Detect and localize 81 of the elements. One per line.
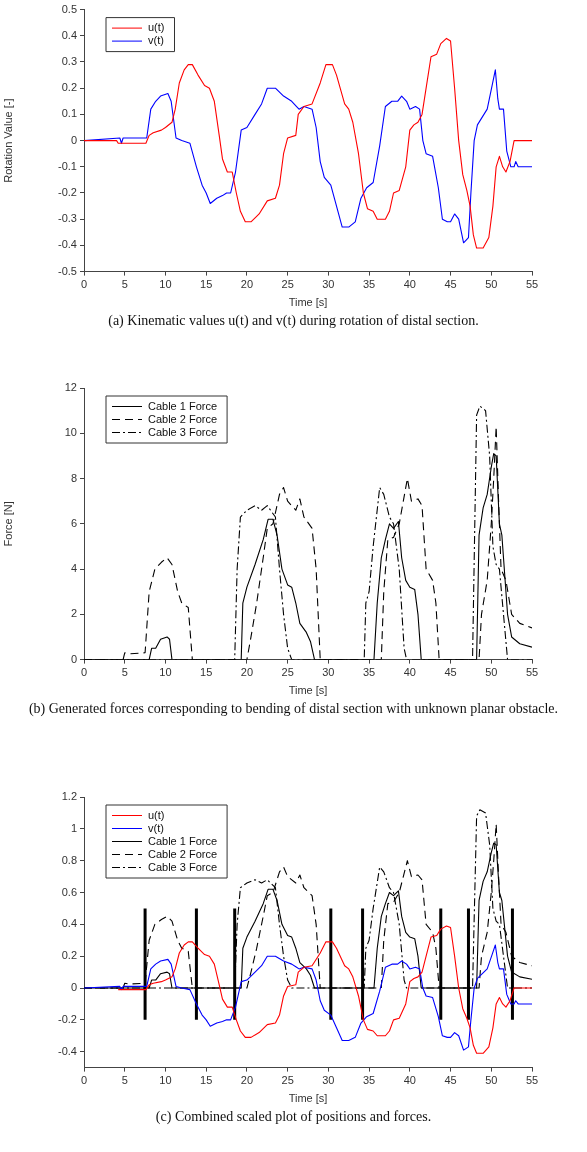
x-tick-label: 0 <box>80 1074 88 1087</box>
x-tick-label: 40 <box>403 666 416 679</box>
y-tick-label: -0.2 <box>58 1012 77 1025</box>
x-tick-label: 30 <box>322 1074 335 1087</box>
x-tick-label: 25 <box>281 666 294 679</box>
y-tick-label: 6 <box>70 516 77 529</box>
y-tick-label: 0 <box>70 981 77 994</box>
legend-label: v(t) <box>148 34 164 47</box>
y-tick-label: -0.1 <box>58 159 77 172</box>
x-tick-label: 5 <box>121 278 128 291</box>
x-tick-label: 25 <box>281 1074 294 1087</box>
x-tick-label: 10 <box>159 1074 172 1087</box>
x-tick-label: 10 <box>159 666 172 679</box>
y-tick-label: 0.6 <box>61 885 77 898</box>
x-tick-label: 5 <box>121 666 128 679</box>
x-tick-label: 5 <box>121 1074 128 1087</box>
y-tick-label: -0.4 <box>58 238 77 251</box>
x-tick-label: 45 <box>444 1074 457 1087</box>
y-tick-label: 2 <box>70 607 77 620</box>
legend-label: Cable 3 Force <box>148 425 218 438</box>
x-tick-label: 50 <box>485 278 498 291</box>
x-tick-label: 30 <box>322 666 335 679</box>
x-tick-label: 15 <box>200 1074 213 1087</box>
x-tick-label: 40 <box>403 1074 416 1087</box>
legend-label: Cable 2 Force <box>148 847 218 860</box>
y-tick-label: 0 <box>70 133 77 146</box>
text: (c) Combined scaled plot of positions and forces. <box>154 1108 433 1126</box>
y-tick-label: 10 <box>64 426 77 439</box>
y-tick-label: 0.2 <box>61 81 77 94</box>
y-tick-label: -0.3 <box>58 212 77 225</box>
y-tick-label: 0 <box>70 652 77 665</box>
y-tick-label: 0.8 <box>61 853 77 866</box>
x-tick-label: 55 <box>525 666 539 679</box>
x-tick-label: 35 <box>362 1074 376 1087</box>
x-axis-title: Time [s] <box>288 1092 328 1105</box>
x-tick-label: 0 <box>80 666 88 679</box>
x-tick-label: 20 <box>240 666 254 679</box>
y-tick-label: 0.1 <box>61 107 77 120</box>
y-tick-label: 0.3 <box>61 55 77 68</box>
x-tick-label: 0 <box>80 278 88 291</box>
x-axis-title: Time [s] <box>288 296 328 309</box>
x-tick-label: 35 <box>362 278 376 291</box>
y-tick-label: 0.5 <box>61 2 77 15</box>
x-tick-label: 55 <box>525 1074 539 1087</box>
legend-label: Cable 2 Force <box>148 412 218 425</box>
x-tick-label: 30 <box>322 278 335 291</box>
y-tick-label: 0.4 <box>61 917 77 930</box>
x-tick-label: 40 <box>403 278 416 291</box>
x-axis-title: Time [s] <box>288 684 328 697</box>
x-tick-label: 25 <box>281 278 294 291</box>
x-tick-label: 50 <box>485 666 498 679</box>
x-tick-label: 45 <box>444 666 457 679</box>
y-tick-label: 8 <box>70 471 77 484</box>
y-tick-label: 4 <box>70 562 77 575</box>
text: (b) Generated forces corresponding to bending of distal section with unknown planar obstacle. <box>27 700 560 718</box>
x-tick-label: 15 <box>200 666 213 679</box>
x-tick-label: 35 <box>362 666 376 679</box>
y-tick-label: 0.4 <box>61 28 77 41</box>
y-tick-label: 1.2 <box>61 790 77 803</box>
y-tick-label: -0.4 <box>58 1044 77 1057</box>
x-tick-label: 15 <box>200 278 213 291</box>
x-tick-label: 20 <box>240 278 254 291</box>
x-tick-label: 50 <box>485 1074 498 1087</box>
legend-label: Cable 3 Force <box>148 860 218 873</box>
y-tick-label: -0.2 <box>58 186 77 199</box>
x-tick-label: 55 <box>525 278 539 291</box>
y-axis-title: Force [N] <box>1 501 14 547</box>
legend-label: u(t) <box>148 808 165 821</box>
legend-label: Cable 1 Force <box>148 834 218 847</box>
x-tick-label: 45 <box>444 278 457 291</box>
y-tick-label: 0.2 <box>61 949 77 962</box>
y-axis-title: Rotation Value [-] <box>1 98 14 183</box>
x-tick-label: 10 <box>159 278 172 291</box>
legend-label: v(t) <box>148 821 164 834</box>
legend-label: Cable 1 Force <box>148 399 218 412</box>
x-tick-label: 20 <box>240 1074 254 1087</box>
y-tick-label: 1 <box>70 821 77 834</box>
y-tick-label: -0.5 <box>58 264 77 277</box>
y-tick-label: 12 <box>64 381 77 394</box>
legend-label: u(t) <box>148 21 165 34</box>
text: (a) Kinematic values u(t) and v(t) during rotation of distal section. <box>107 312 480 330</box>
